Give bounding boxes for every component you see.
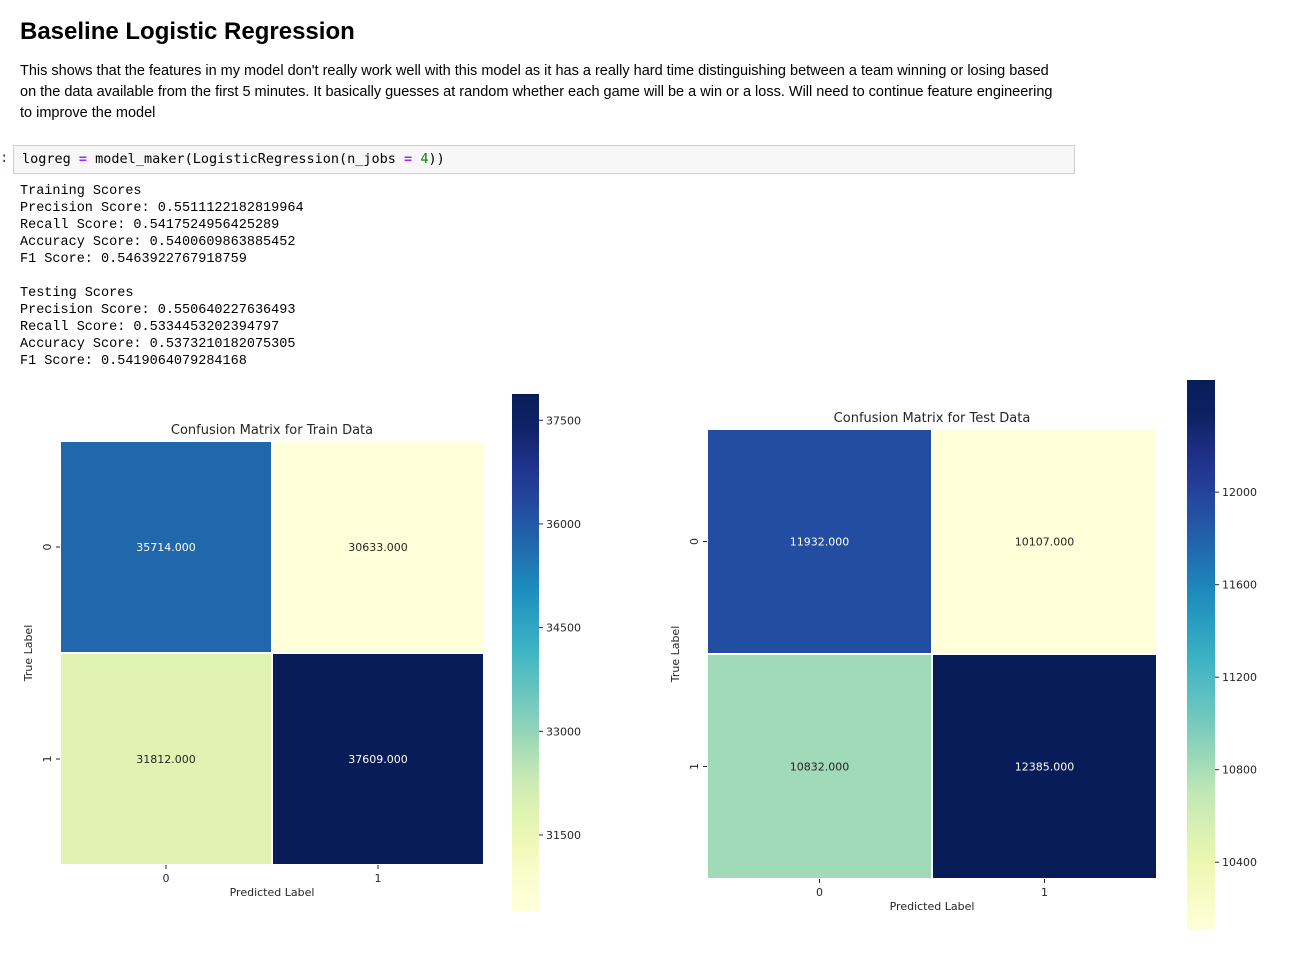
x-axis-label: Predicted Label bbox=[890, 900, 975, 913]
y-tick-label: 0 bbox=[688, 538, 701, 545]
x-tick-label: 1 bbox=[1041, 886, 1048, 899]
colorbar-tick-label: 33000 bbox=[546, 725, 581, 738]
output-line: Precision Score: 0.5511122182819964 bbox=[20, 201, 304, 216]
colorbar-tick-label: 12000 bbox=[1222, 486, 1257, 499]
cell-prompt: : bbox=[0, 150, 9, 166]
code-operator: = bbox=[404, 151, 413, 167]
colorbar bbox=[1187, 380, 1215, 930]
heatmap-cell bbox=[931, 653, 1158, 880]
colorbar-tick-label: 11200 bbox=[1222, 671, 1257, 684]
colorbar-tick-label: 10800 bbox=[1222, 764, 1257, 777]
y-axis-label: True Label bbox=[22, 625, 35, 683]
colorbar bbox=[512, 394, 539, 911]
x-tick-label: 1 bbox=[375, 872, 382, 885]
output-line: Recall Score: 0.5334453202394797 bbox=[20, 320, 280, 335]
cell-value-label: 10832.000 bbox=[790, 761, 850, 774]
colorbar-tick-label: 11600 bbox=[1222, 579, 1257, 592]
code-token: logreg bbox=[22, 151, 79, 167]
heatmap-cell bbox=[271, 652, 485, 866]
cell-value-label: 10107.000 bbox=[1015, 536, 1075, 549]
colorbar-tick-label: 37500 bbox=[546, 414, 581, 427]
cell-value-label: 30633.000 bbox=[348, 541, 408, 554]
colorbar-tick-label: 10400 bbox=[1222, 856, 1257, 869]
cell-value-label: 37609.000 bbox=[348, 753, 408, 766]
section-heading: Baseline Logistic Regression bbox=[20, 18, 355, 45]
output-line: Precision Score: 0.550640227636493 bbox=[20, 303, 296, 318]
heatmap-cell bbox=[931, 428, 1158, 655]
x-axis-label: Predicted Label bbox=[230, 886, 315, 899]
heatmap-cell bbox=[271, 440, 485, 654]
heatmap-cell bbox=[706, 653, 933, 880]
chart-title: Confusion Matrix for Test Data bbox=[834, 411, 1031, 426]
y-axis-label: True Label bbox=[669, 626, 682, 684]
colorbar-tick-label: 34500 bbox=[546, 622, 581, 635]
x-tick-label: 0 bbox=[816, 886, 823, 899]
output-line: Training Scores bbox=[20, 184, 142, 199]
x-tick-label: 0 bbox=[163, 872, 170, 885]
y-tick-label: 1 bbox=[41, 756, 54, 763]
output-line: Testing Scores bbox=[20, 286, 134, 301]
section-description: This shows that the features in my model… bbox=[20, 63, 1053, 121]
cell-value-label: 35714.000 bbox=[136, 541, 196, 554]
heatmap-cell bbox=[59, 440, 273, 654]
code-cell-input[interactable]: logreg = model_maker(LogisticRegression(… bbox=[13, 145, 1075, 174]
output-line: Accuracy Score: 0.5373210182075305 bbox=[20, 337, 296, 352]
code-number: 4 bbox=[420, 151, 429, 167]
chart-title: Confusion Matrix for Train Data bbox=[171, 423, 373, 438]
cell-output: Training Scores Precision Score: 0.551112… bbox=[20, 183, 304, 370]
code-token: )) bbox=[428, 151, 445, 167]
output-line: F1 Score: 0.5463922767918759 bbox=[20, 252, 247, 267]
output-line: Accuracy Score: 0.5400609863885452 bbox=[20, 235, 296, 250]
output-line: Recall Score: 0.5417524956425289 bbox=[20, 218, 280, 233]
colorbar-tick-label: 36000 bbox=[546, 518, 581, 531]
y-tick-label: 1 bbox=[688, 763, 701, 770]
colorbar-tick-label: 31500 bbox=[546, 829, 581, 842]
code-operator: = bbox=[78, 151, 88, 167]
heatmap-cell bbox=[59, 652, 273, 866]
y-tick-label: 0 bbox=[41, 544, 54, 551]
cell-value-label: 31812.000 bbox=[136, 753, 196, 766]
cell-value-label: 12385.000 bbox=[1015, 761, 1075, 774]
code-token: model_maker(LogisticRegression(n_jobs bbox=[87, 151, 405, 167]
cell-value-label: 11932.000 bbox=[790, 536, 850, 549]
output-line: F1 Score: 0.5419064079284168 bbox=[20, 354, 247, 369]
